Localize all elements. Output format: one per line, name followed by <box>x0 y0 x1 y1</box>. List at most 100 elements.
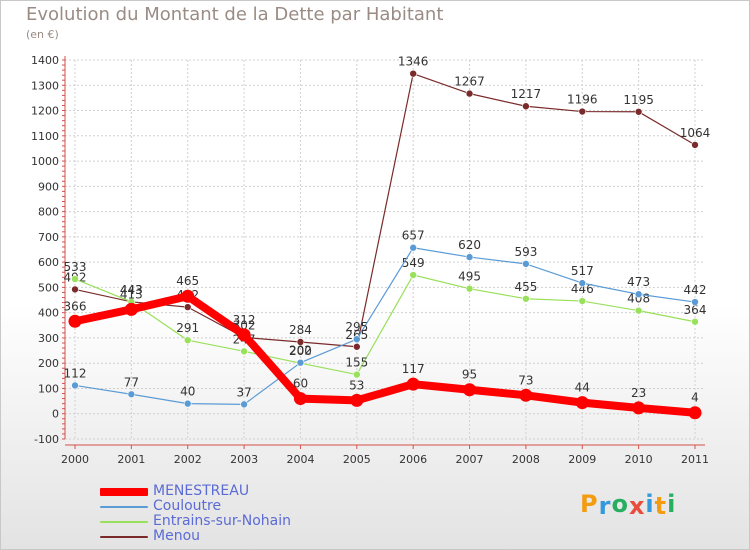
data-point-menestreau <box>181 289 195 303</box>
x-tick-label: 2000 <box>61 453 89 466</box>
data-point-couloutre <box>409 243 417 252</box>
data-label-couloutre: 657 <box>402 229 425 243</box>
data-label-menestreau: 117 <box>402 362 425 376</box>
data-label-couloutre: 37 <box>236 385 251 399</box>
x-tick-label: 2011 <box>681 453 709 466</box>
data-point-menestreau <box>237 328 251 342</box>
y-tick-label: 100 <box>38 382 59 395</box>
data-point-menestreau <box>124 302 138 316</box>
data-point-menou <box>634 107 643 116</box>
series-line-couloutre <box>74 247 696 405</box>
data-label-menestreau: 60 <box>293 377 308 391</box>
data-label-menou: 1346 <box>398 55 429 69</box>
y-tick-label: 400 <box>38 307 59 320</box>
data-label-menou: 265 <box>345 328 368 342</box>
x-tick-label: 2002 <box>174 453 202 466</box>
data-point-menestreau <box>688 406 702 420</box>
data-point-entrains-sur-nohain <box>409 271 417 279</box>
data-label-entrains-sur-nohain: 291 <box>176 321 199 335</box>
data-label-couloutre: 112 <box>64 366 87 380</box>
data-point-entrains-sur-nohain <box>240 347 248 356</box>
x-tick-label: 2003 <box>230 453 258 466</box>
data-label-menestreau: 465 <box>176 274 199 288</box>
data-point-menestreau <box>68 314 82 328</box>
data-label-menestreau: 312 <box>233 313 256 327</box>
data-label-menou: 1195 <box>623 93 654 107</box>
data-point-menou <box>353 342 361 351</box>
data-point-entrains-sur-nohain <box>578 297 587 305</box>
y-tick-label: 1200 <box>31 105 59 118</box>
data-point-entrains-sur-nohain <box>353 370 361 379</box>
data-label-couloutre: 593 <box>514 245 537 259</box>
proxiti-logo: Proxiti <box>580 490 677 520</box>
data-point-entrains-sur-nohain <box>634 306 643 315</box>
logo-letter: t <box>654 492 668 520</box>
y-tick-label: 500 <box>38 281 59 294</box>
series-line-menestreau <box>71 292 699 417</box>
data-point-couloutre <box>634 290 643 299</box>
data-point-entrains-sur-nohain <box>691 317 699 326</box>
x-tick-label: 2009 <box>568 453 596 466</box>
y-tick-label: 200 <box>38 357 59 370</box>
data-label-entrains-sur-nohain: 495 <box>458 270 481 284</box>
data-label-entrains-sur-nohain: 533 <box>64 260 87 274</box>
data-point-couloutre <box>296 358 305 367</box>
data-label-entrains-sur-nohain: 443 <box>120 283 143 297</box>
data-label-menestreau: 95 <box>462 368 477 382</box>
data-label-couloutre: 295 <box>345 320 368 334</box>
logo-letter: o <box>611 490 629 518</box>
data-label-menestreau: 44 <box>575 381 590 395</box>
data-label-couloutre: 202 <box>289 344 312 358</box>
x-tick-label: 2001 <box>117 453 145 466</box>
data-point-menou <box>71 285 79 294</box>
data-label-menou: 1196 <box>567 93 598 107</box>
data-point-menestreau <box>632 401 646 415</box>
series-line-menou <box>74 73 696 348</box>
legend-swatch <box>100 487 148 496</box>
data-label-menou: 284 <box>289 323 312 337</box>
data-point-menou <box>522 102 530 111</box>
data-label-couloutre: 77 <box>124 375 139 389</box>
data-point-entrains-sur-nohain <box>465 284 474 293</box>
data-point-menestreau <box>463 383 477 397</box>
data-point-menou <box>578 107 587 116</box>
data-point-menou <box>409 69 417 78</box>
data-point-couloutre <box>71 381 79 390</box>
data-point-menou <box>691 141 699 149</box>
data-point-menestreau <box>519 388 533 402</box>
y-tick-label: 700 <box>38 231 59 244</box>
x-tick-label: 2004 <box>286 453 314 466</box>
logo-letter: P <box>580 490 599 518</box>
data-label-menestreau: 73 <box>518 373 533 387</box>
data-point-menestreau <box>293 392 307 406</box>
x-tick-label: 2007 <box>456 453 484 466</box>
data-label-menestreau: 4 <box>691 391 699 405</box>
logo-letter: i <box>667 490 677 518</box>
data-point-entrains-sur-nohain <box>183 336 192 345</box>
data-label-menestreau: 23 <box>631 386 646 400</box>
data-point-couloutre <box>522 260 530 268</box>
data-point-entrains-sur-nohain <box>71 275 79 283</box>
legend-item-menestreau: MENESTREAU <box>100 484 291 499</box>
data-point-menou <box>465 89 474 98</box>
data-point-couloutre <box>691 298 699 306</box>
y-tick-label: -100 <box>34 433 59 446</box>
chart-subtitle: (en €) <box>26 28 59 41</box>
y-tick-label: 1000 <box>31 155 59 168</box>
data-label-entrains-sur-nohain: 549 <box>402 256 425 270</box>
data-point-menestreau <box>575 396 589 410</box>
data-point-menou <box>296 338 305 346</box>
x-tick-label: 2005 <box>343 453 371 466</box>
x-tick-label: 2008 <box>512 453 540 466</box>
data-label-entrains-sur-nohain: 364 <box>684 303 707 317</box>
legend-item-menou: Menou <box>100 529 291 544</box>
data-label-entrains-sur-nohain: 446 <box>571 282 594 296</box>
data-point-entrains-sur-nohain <box>522 294 530 303</box>
data-point-couloutre <box>240 400 248 409</box>
legend-swatch <box>100 535 148 538</box>
y-tick-label: 600 <box>38 256 59 269</box>
data-label-couloutre: 40 <box>180 385 195 399</box>
logo-letter: x <box>628 492 646 520</box>
